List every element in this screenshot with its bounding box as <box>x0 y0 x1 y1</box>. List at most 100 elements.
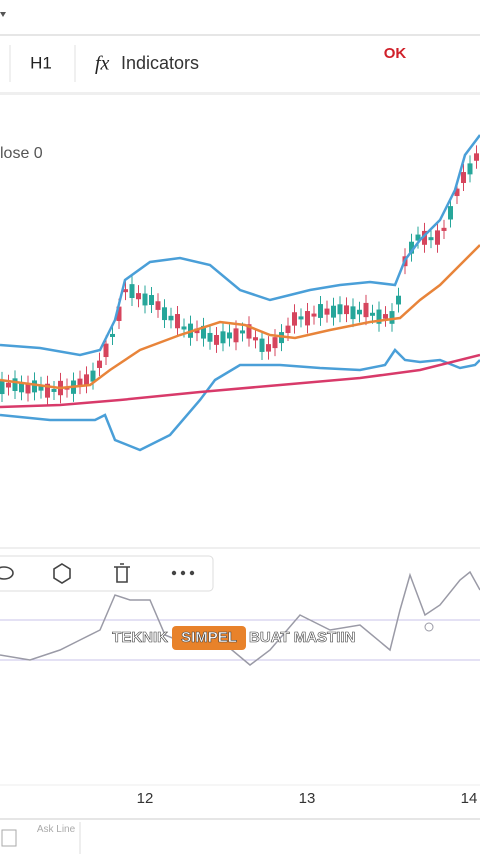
upper-band <box>0 134 480 357</box>
candle <box>409 241 414 254</box>
rsi-point <box>424 622 434 632</box>
candle <box>259 338 265 352</box>
bottom-item[interactable]: Ask Line <box>36 824 76 854</box>
candle <box>448 206 453 220</box>
candle <box>331 305 336 318</box>
candle <box>155 301 161 310</box>
fx-icon[interactable]: fx <box>95 53 110 75</box>
candle <box>435 230 440 245</box>
candle <box>19 383 24 393</box>
candle <box>136 293 141 300</box>
candle <box>123 289 128 293</box>
candle <box>337 304 343 315</box>
candle <box>461 172 466 183</box>
divider <box>0 547 480 549</box>
x-label: 12 <box>137 790 154 807</box>
candle <box>51 388 57 392</box>
candle <box>142 293 148 306</box>
candle <box>292 312 297 326</box>
candle <box>227 332 232 339</box>
candle <box>305 311 310 326</box>
dropdown-icon[interactable] <box>0 12 6 17</box>
moving-average <box>0 353 480 409</box>
divider <box>0 818 480 820</box>
candle <box>129 284 135 298</box>
candle <box>272 337 278 349</box>
candle <box>467 163 473 175</box>
more-icon[interactable] <box>171 570 195 576</box>
candle <box>266 344 271 352</box>
candle <box>246 324 252 339</box>
candle <box>350 306 356 320</box>
candle <box>38 384 44 391</box>
candle <box>396 295 401 305</box>
caption-highlight <box>172 626 246 650</box>
candle <box>376 309 382 324</box>
candle <box>220 331 226 344</box>
candle <box>175 314 180 329</box>
divider <box>0 92 480 95</box>
candle <box>116 306 122 321</box>
x-label: 14 <box>461 790 478 807</box>
candle <box>181 326 187 330</box>
candle <box>298 316 304 320</box>
caption: BUAT MASTIIN <box>249 629 355 646</box>
candle <box>97 360 102 368</box>
candle <box>32 380 37 393</box>
candle <box>389 311 395 324</box>
divider <box>0 34 480 36</box>
candle <box>363 302 369 318</box>
candle <box>0 379 5 395</box>
candle <box>103 343 109 358</box>
caption-highlighted: SIMPEL <box>181 629 237 646</box>
candle <box>233 328 239 343</box>
timeframe[interactable]: H1 <box>30 53 52 72</box>
legend: lose 0 <box>0 145 43 162</box>
delete-icon[interactable] <box>114 563 130 583</box>
candle <box>84 374 89 386</box>
object-toolbar <box>0 555 214 592</box>
caption: TEKNIK <box>112 629 168 646</box>
candle <box>194 328 200 334</box>
candle <box>415 234 421 241</box>
eye-icon[interactable] <box>0 566 14 580</box>
candle <box>207 332 213 342</box>
candle <box>285 325 291 334</box>
logo: OK <box>384 45 407 62</box>
candle <box>45 383 50 398</box>
x-label: 13 <box>299 790 316 807</box>
rsi-line <box>0 570 480 666</box>
candle <box>422 230 427 245</box>
candle <box>6 382 11 388</box>
candle <box>441 227 447 231</box>
candle <box>25 383 31 394</box>
candle <box>77 378 83 387</box>
settings-icon[interactable] <box>53 563 71 584</box>
middle-band <box>0 244 480 390</box>
candle <box>162 307 167 321</box>
candle <box>12 378 18 392</box>
candle <box>344 305 349 315</box>
candle <box>253 337 258 341</box>
candle <box>357 309 362 315</box>
candles <box>0 145 479 406</box>
candle <box>168 315 174 321</box>
ask-line[interactable]: Ask Line <box>36 824 76 835</box>
candle <box>110 333 115 337</box>
indicators-button[interactable]: Indicators <box>121 53 199 73</box>
candle <box>428 237 434 241</box>
candle <box>149 295 154 305</box>
lower-band <box>0 348 480 452</box>
candle <box>383 314 388 319</box>
candle <box>474 153 479 161</box>
candle <box>214 334 219 345</box>
bottom-icon[interactable] <box>1 829 17 847</box>
candle <box>454 188 460 197</box>
candle <box>90 370 96 382</box>
candle <box>318 304 323 318</box>
candle <box>311 313 317 317</box>
candle <box>240 330 245 334</box>
candle <box>324 308 330 315</box>
